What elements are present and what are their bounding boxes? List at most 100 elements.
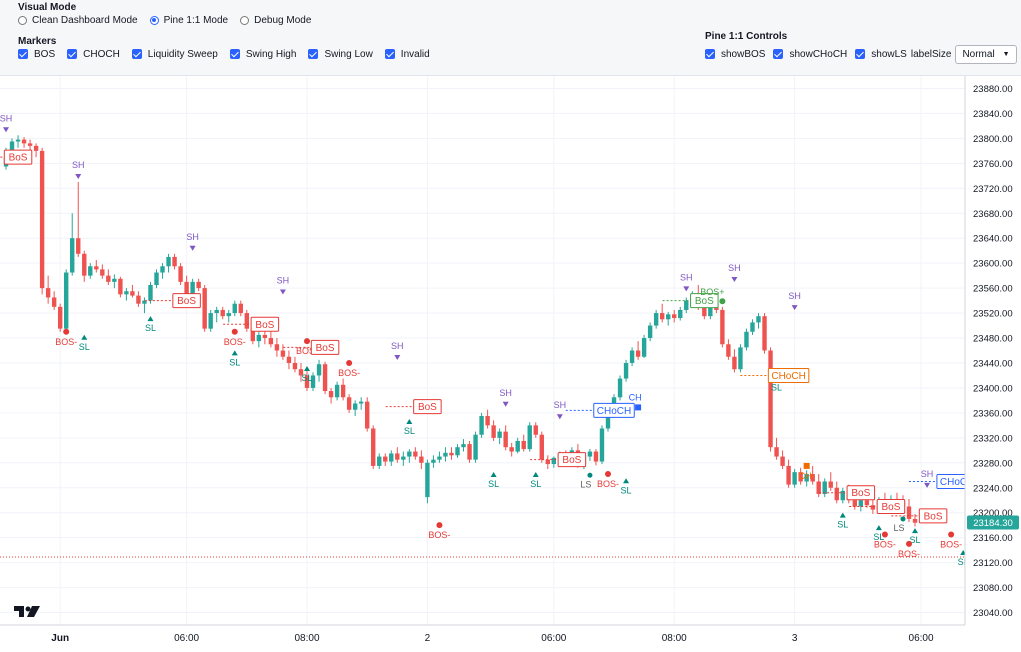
price-tick-label: 23280.00	[973, 458, 1013, 469]
bos-dot-icon	[304, 338, 310, 345]
price-tick-label: 23760.00	[973, 159, 1013, 170]
candle-body	[256, 334, 262, 342]
checkbox-icon[interactable]	[229, 49, 240, 59]
candle-body	[57, 306, 63, 329]
swing-high-arrow-icon	[3, 127, 9, 133]
candle-body	[154, 272, 159, 285]
marker-label: Swing Low	[324, 48, 373, 60]
marker-swing-high[interactable]: Swing High	[229, 49, 296, 60]
logo-part	[14, 606, 24, 617]
candle-body	[286, 356, 292, 363]
candle-body	[840, 490, 845, 501]
marker-box-label: CHoCH	[597, 406, 631, 417]
radio-icon[interactable]	[240, 15, 250, 25]
price-tick-label: 23680.00	[973, 209, 1013, 220]
marker-box-label: BoS	[851, 488, 870, 499]
time-tick-label: 2	[425, 633, 431, 644]
candle-body	[419, 456, 424, 463]
swing-low-arrow-icon	[81, 334, 88, 340]
swing-high-arrow-icon	[924, 482, 931, 488]
swing-high-label: SH	[680, 272, 693, 282]
swing-high-label: SH	[554, 400, 567, 410]
candle-body	[678, 309, 683, 319]
candle-body	[334, 384, 340, 398]
bos-dot-label: BOS-	[55, 337, 77, 347]
candle-body	[431, 459, 436, 463]
swing-low-arrow-icon	[623, 478, 630, 484]
mode-option-debug[interactable]: Debug Mode	[240, 15, 311, 26]
mode-option-clean-dashboard[interactable]: Clean Dashboard Mode	[18, 15, 138, 26]
candle-body	[437, 456, 442, 460]
candle-body	[653, 313, 659, 326]
swing-low-label: SL	[145, 323, 156, 333]
candle-body	[828, 481, 833, 488]
checkbox-icon[interactable]	[773, 49, 784, 59]
candle-body	[672, 314, 677, 319]
candle-body	[136, 295, 141, 304]
candle-body	[178, 266, 183, 282]
price-tick-label: 23720.00	[973, 184, 1013, 195]
marker-box	[413, 399, 442, 415]
candle-body	[647, 325, 653, 339]
candle-body	[810, 474, 815, 482]
candle-body	[292, 362, 298, 370]
control-showbos[interactable]: showBOS	[705, 49, 765, 60]
candle-body	[635, 350, 641, 357]
candle-body	[21, 139, 27, 144]
swing-low-arrow-icon	[406, 419, 413, 425]
checkbox-icon[interactable]	[131, 49, 142, 59]
swing-low-arrow-icon	[532, 472, 539, 478]
candle-body	[298, 369, 304, 376]
candle-body	[274, 344, 280, 351]
label-size-select[interactable]: Normal ▼	[955, 44, 1017, 64]
candle-body	[912, 518, 918, 523]
candle-body	[238, 303, 243, 314]
price-tick-label: 23200.00	[973, 508, 1013, 519]
mode-option-label: Debug Mode	[254, 14, 312, 26]
marker-box	[250, 316, 280, 332]
marker-choch[interactable]: CHOCH	[67, 49, 120, 60]
candle-body	[250, 328, 256, 342]
swing-high-label: SH	[728, 263, 741, 273]
control-showls[interactable]: showLS	[855, 49, 907, 60]
marker-bos[interactable]: BOS	[18, 49, 55, 60]
time-tick-label: 06:00	[174, 633, 199, 644]
candle-body	[798, 472, 803, 482]
candle-body	[744, 331, 749, 348]
price-tick-label: 23360.00	[973, 408, 1013, 419]
candle-body	[208, 313, 213, 329]
candle-body	[852, 500, 858, 507]
price-tick-label: 23840.00	[973, 109, 1013, 120]
candle-body	[184, 281, 189, 295]
checkbox-icon[interactable]	[705, 49, 715, 59]
radio-icon[interactable]	[18, 15, 27, 25]
swing-low-label: SL	[488, 479, 499, 489]
choch-dot-label: CH	[629, 392, 642, 402]
candle-body	[774, 447, 779, 457]
candle-body	[509, 447, 514, 452]
swing-high-label: SH	[391, 341, 404, 351]
marker-swing-low[interactable]: Swing Low	[308, 48, 373, 60]
checkbox-icon[interactable]	[384, 49, 395, 59]
candle-body	[232, 303, 237, 314]
candle-body	[599, 428, 605, 462]
checkbox-icon[interactable]	[855, 49, 866, 59]
control-showchoch[interactable]: showCHoCH	[773, 49, 847, 60]
radio-selected-icon[interactable]	[149, 15, 159, 25]
mode-option-pine[interactable]: Pine 1:1 Mode	[149, 15, 228, 26]
marker-box	[846, 485, 876, 501]
checkbox-icon[interactable]	[308, 49, 319, 59]
marker-box-label: CHoCH	[940, 477, 974, 488]
swing-low-arrow-icon	[839, 512, 846, 518]
candle-body	[786, 465, 791, 485]
candle-body	[666, 314, 671, 320]
marker-label: BOS	[34, 48, 56, 60]
checkbox-icon[interactable]	[18, 49, 28, 59]
candle-body	[328, 391, 334, 398]
marker-invalid[interactable]: Invalid	[384, 49, 430, 60]
price-tick-label: 23520.00	[973, 309, 1013, 320]
marker-box-label: BoS	[255, 320, 274, 331]
checkbox-icon[interactable]	[67, 49, 78, 59]
marker-liquidity-sweep[interactable]: Liquidity Sweep	[131, 49, 218, 60]
